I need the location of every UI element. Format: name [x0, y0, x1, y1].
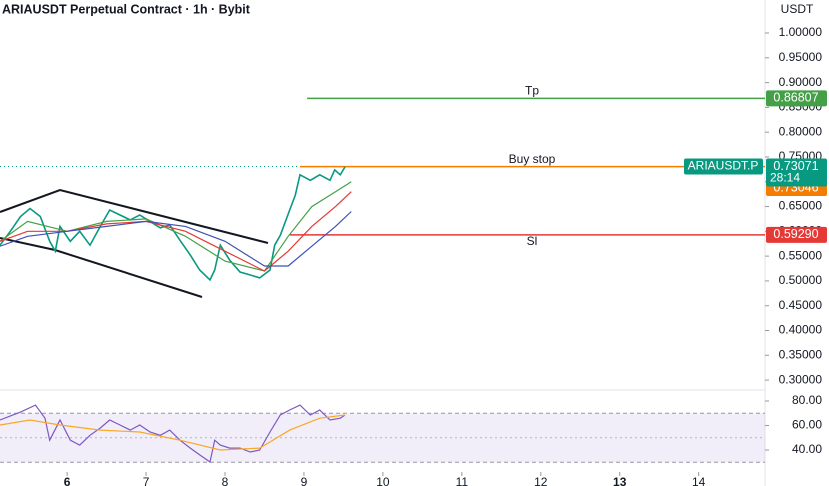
- channel-lower: [54, 249, 203, 298]
- countdown-label: 28:14: [770, 171, 800, 185]
- x-tick-label: 9: [301, 475, 308, 486]
- level-name: Buy stop: [509, 152, 556, 166]
- series-line: [0, 166, 346, 282]
- series-line: [0, 404, 346, 464]
- level-name: Sl: [527, 234, 538, 248]
- channel-upper: [0, 188, 269, 244]
- series-line: [0, 414, 346, 451]
- last-price-box: [766, 158, 827, 187]
- x-tick-label: 8: [222, 475, 229, 486]
- y-tick-label: 0.35000: [779, 347, 823, 361]
- y-tick-label: 80.00: [792, 393, 822, 407]
- channel-lower-left: [0, 237, 56, 251]
- symbol-label: ARIAUSDT.P: [688, 159, 759, 173]
- y-tick-label: 0.40000: [779, 323, 823, 337]
- x-tick-label: 11: [456, 475, 469, 486]
- x-tick-label: 12: [534, 475, 548, 486]
- chart-title: ARIAUSDT Perpetual Contract · 1h · Bybit: [2, 2, 251, 16]
- last-price-label: 0.73071: [773, 159, 818, 173]
- level-price-label: 0.86807: [773, 91, 818, 105]
- y-tick-label: 0.30000: [779, 372, 823, 386]
- level-name: Tp: [525, 84, 539, 98]
- x-tick-label: 7: [143, 475, 150, 486]
- y-tick-label: 1.00000: [779, 25, 823, 39]
- level-price-box: [766, 90, 827, 107]
- currency: USDT: [781, 2, 814, 16]
- y-tick-label: 0.90000: [779, 75, 823, 89]
- panel: 40.00 60.00 80.00: [0, 393, 822, 464]
- x-tick-label: 10: [376, 475, 390, 486]
- y-tick-label: 0.95000: [779, 50, 823, 64]
- panel: 0.30000 0.35000 0.40000 0.45000 0.50000 0.550…: [0, 25, 827, 486]
- y-tick-label: 0.50000: [779, 273, 823, 287]
- y-tick-label: 0.80000: [779, 124, 823, 138]
- x-tick-label: 6: [64, 475, 71, 486]
- level-price-label: 0.59290: [773, 227, 818, 241]
- x-tick-label: 14: [692, 475, 706, 486]
- trend-channel: [0, 188, 269, 298]
- level-price-box: [766, 226, 827, 243]
- series-line: [0, 211, 352, 267]
- series-line: [0, 191, 352, 272]
- x-tick-label: 13: [613, 475, 627, 486]
- rsi-band: [0, 413, 765, 463]
- series-line: [0, 181, 352, 272]
- y-tick-label: 0.65000: [779, 199, 823, 213]
- y-tick-label: 0.55000: [779, 248, 823, 262]
- symbol-box: [684, 158, 763, 175]
- y-tick-label: 0.45000: [779, 298, 823, 312]
- y-tick-label: 40.00: [792, 442, 822, 456]
- y-tick-label: 60.00: [792, 418, 822, 432]
